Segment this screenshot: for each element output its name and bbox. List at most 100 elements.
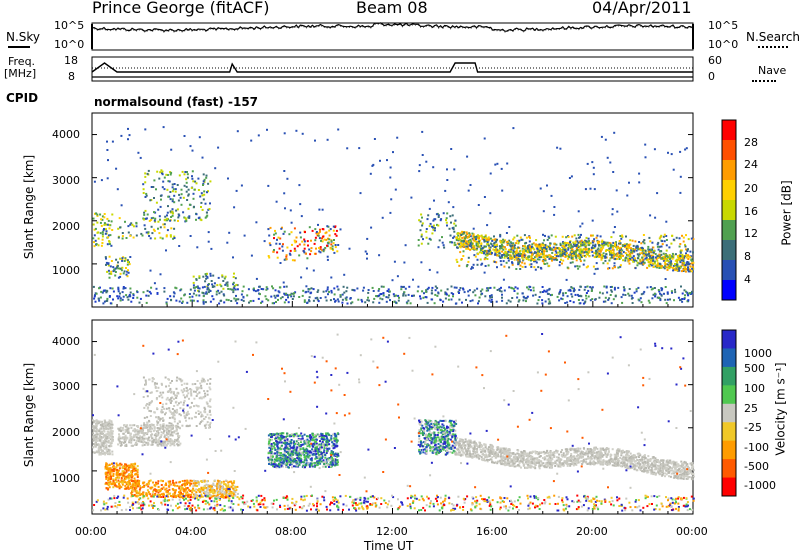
power-band-echo — [513, 247, 516, 250]
velocity-echo — [120, 472, 123, 475]
power-band-echo — [645, 257, 648, 259]
power-echo — [499, 256, 502, 259]
power-echo — [204, 202, 207, 205]
velocity-echo — [186, 479, 189, 482]
power-band-echo — [510, 248, 513, 251]
power-sparse — [389, 176, 392, 179]
power-near-range — [195, 286, 198, 288]
power-echo — [332, 242, 335, 245]
power-sparse — [615, 189, 618, 192]
power-echo — [276, 238, 278, 241]
power-echo — [92, 237, 95, 240]
power-near-range — [488, 299, 491, 302]
power-echo — [146, 213, 149, 216]
velocity-echo — [173, 484, 176, 487]
power-near-range — [461, 301, 463, 304]
power-near-range — [205, 291, 208, 294]
power-echo — [159, 205, 162, 208]
power-echo — [127, 269, 129, 272]
power-near-range — [156, 292, 159, 295]
power-echo — [192, 192, 195, 195]
power-band-echo — [507, 242, 510, 245]
power-near-range — [650, 288, 653, 291]
power-near-range — [514, 286, 517, 289]
power-near-range — [290, 292, 293, 295]
power-band-echo — [647, 260, 650, 263]
power-echo — [206, 285, 209, 288]
power-echo — [660, 245, 663, 248]
power-echo — [327, 237, 329, 240]
velocity-echo — [185, 413, 188, 416]
power-near-range — [223, 294, 226, 297]
power-near-range — [490, 298, 493, 301]
power-near-range — [202, 301, 205, 303]
velocity-echo — [195, 411, 197, 414]
power-echo — [625, 235, 627, 238]
power-echo — [671, 234, 674, 237]
velocity-echo — [227, 481, 230, 484]
power-near-range — [425, 296, 428, 299]
velocity-echo — [195, 491, 198, 494]
power-echo — [107, 219, 110, 222]
velocity-echo — [168, 440, 171, 443]
power-echo — [330, 243, 333, 246]
power-near-range — [378, 294, 381, 297]
power-echo — [144, 209, 147, 212]
velocity-echo — [173, 431, 175, 434]
power-echo — [93, 241, 95, 244]
power-band-echo — [616, 246, 619, 249]
velocity-echo — [111, 453, 114, 456]
power-band-echo — [543, 248, 545, 251]
velocity-echo — [105, 477, 108, 480]
velocity-echo — [98, 430, 101, 433]
power-echo — [197, 287, 200, 289]
power-band-echo — [486, 238, 489, 241]
power-echo — [458, 264, 461, 267]
velocity-echo — [164, 376, 167, 379]
velocity-echo — [106, 464, 109, 467]
power-band-echo — [600, 247, 603, 250]
power-near-range — [112, 298, 114, 301]
power-band-echo — [545, 254, 548, 257]
power-band-echo — [555, 251, 558, 254]
power-echo — [299, 236, 302, 239]
power-echo — [686, 250, 689, 253]
velocity-echo — [158, 395, 161, 398]
velocity-echo — [154, 437, 157, 439]
power-band-echo — [574, 252, 577, 255]
power-band-echo — [653, 262, 656, 265]
velocity-echo — [190, 388, 193, 391]
velocity-echo — [182, 401, 185, 404]
power-sparse — [283, 192, 286, 195]
power-sparse — [149, 269, 152, 272]
velocity-echo — [103, 447, 106, 450]
power-near-range — [344, 297, 347, 300]
power-echo — [306, 257, 309, 260]
power-echo — [200, 192, 203, 195]
power-band-echo — [571, 249, 574, 252]
power-band-echo — [567, 257, 570, 260]
velocity-echo — [143, 434, 146, 437]
power-echo — [441, 236, 443, 239]
velocity-echo — [135, 472, 138, 475]
velocity-echo — [116, 471, 119, 474]
power-band-echo — [565, 255, 568, 258]
power-band-echo — [638, 262, 641, 265]
power-band-echo — [535, 254, 538, 257]
velocity-echo — [116, 468, 119, 471]
power-band-echo — [620, 246, 623, 249]
power-echo — [438, 239, 441, 242]
power-near-range — [345, 298, 348, 301]
power-echo — [472, 263, 475, 266]
velocity-echo — [235, 489, 238, 491]
power-sparse — [337, 128, 340, 131]
velocity-echo — [124, 484, 127, 487]
power-near-range — [569, 289, 572, 292]
power-sparse — [684, 148, 687, 151]
velocity-echo — [155, 398, 158, 401]
power-echo — [661, 240, 664, 243]
power-near-range — [572, 290, 575, 293]
power-band-echo — [642, 260, 645, 263]
power-echo — [597, 247, 600, 250]
power-echo — [571, 261, 574, 264]
